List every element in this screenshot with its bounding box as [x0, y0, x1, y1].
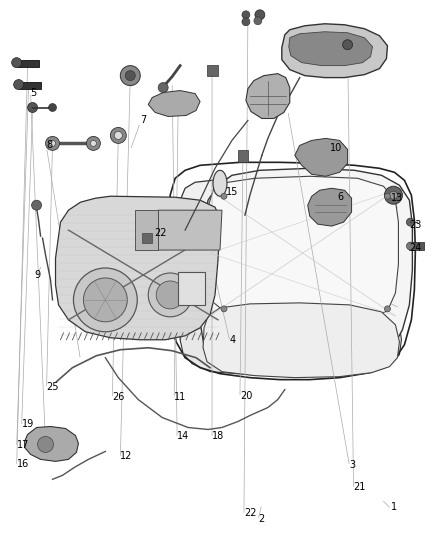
Circle shape: [120, 66, 140, 86]
Polygon shape: [238, 150, 248, 163]
Circle shape: [221, 193, 227, 199]
Text: 5: 5: [31, 87, 37, 98]
Polygon shape: [295, 139, 348, 176]
Text: 16: 16: [17, 459, 29, 470]
Circle shape: [28, 102, 38, 112]
Text: 6: 6: [338, 192, 344, 202]
Circle shape: [74, 268, 137, 332]
Circle shape: [255, 10, 265, 20]
Text: 18: 18: [212, 431, 224, 441]
Text: 21: 21: [353, 482, 366, 492]
Circle shape: [12, 58, 21, 68]
Polygon shape: [180, 177, 401, 314]
Circle shape: [86, 136, 100, 150]
Circle shape: [221, 306, 227, 312]
Circle shape: [49, 103, 57, 111]
Ellipse shape: [213, 171, 227, 196]
Text: 26: 26: [112, 392, 125, 401]
Text: 22: 22: [154, 228, 167, 238]
Circle shape: [343, 40, 353, 50]
Text: 8: 8: [46, 140, 53, 150]
Circle shape: [83, 278, 127, 322]
Polygon shape: [178, 272, 205, 305]
Circle shape: [32, 200, 42, 210]
Polygon shape: [282, 24, 388, 78]
Polygon shape: [148, 91, 200, 117]
Polygon shape: [142, 233, 152, 243]
Circle shape: [385, 193, 390, 199]
Polygon shape: [201, 168, 413, 375]
Text: 1: 1: [392, 502, 398, 512]
Circle shape: [38, 437, 53, 453]
Text: 19: 19: [21, 419, 34, 430]
Polygon shape: [25, 426, 78, 462]
Text: 24: 24: [410, 243, 422, 253]
Polygon shape: [17, 60, 39, 67]
Circle shape: [148, 273, 192, 317]
Text: 23: 23: [410, 220, 422, 230]
Text: 2: 2: [258, 514, 264, 524]
Polygon shape: [19, 82, 41, 88]
Circle shape: [156, 281, 184, 309]
Circle shape: [114, 132, 122, 140]
Circle shape: [158, 83, 168, 93]
Polygon shape: [289, 32, 372, 66]
Text: 12: 12: [120, 451, 133, 462]
Circle shape: [385, 186, 403, 204]
Text: 3: 3: [350, 461, 356, 470]
Text: 20: 20: [240, 391, 252, 401]
Text: 22: 22: [244, 508, 256, 518]
Text: 17: 17: [17, 440, 29, 450]
Polygon shape: [158, 210, 222, 250]
Circle shape: [242, 11, 250, 19]
Circle shape: [242, 18, 250, 26]
Circle shape: [406, 242, 414, 250]
Circle shape: [254, 17, 262, 25]
Text: 14: 14: [177, 431, 189, 441]
Polygon shape: [56, 196, 220, 340]
Circle shape: [49, 140, 56, 147]
Polygon shape: [203, 303, 399, 378]
Text: 9: 9: [35, 270, 41, 280]
Polygon shape: [207, 64, 218, 76]
Polygon shape: [206, 176, 399, 321]
Text: 13: 13: [392, 193, 404, 203]
Text: 15: 15: [226, 187, 238, 197]
Circle shape: [389, 191, 397, 199]
Polygon shape: [135, 210, 158, 250]
Text: 11: 11: [174, 392, 187, 401]
Polygon shape: [308, 188, 352, 226]
Circle shape: [46, 136, 60, 150]
Circle shape: [90, 140, 96, 147]
Text: 4: 4: [230, 335, 236, 345]
Polygon shape: [180, 306, 401, 376]
Circle shape: [385, 306, 390, 312]
Polygon shape: [410, 242, 424, 250]
Text: 7: 7: [140, 116, 146, 125]
Text: 25: 25: [46, 382, 59, 392]
Circle shape: [406, 218, 414, 226]
Circle shape: [14, 79, 24, 90]
Circle shape: [110, 127, 126, 143]
Circle shape: [125, 71, 135, 80]
Text: 10: 10: [330, 143, 342, 154]
Polygon shape: [246, 74, 290, 118]
